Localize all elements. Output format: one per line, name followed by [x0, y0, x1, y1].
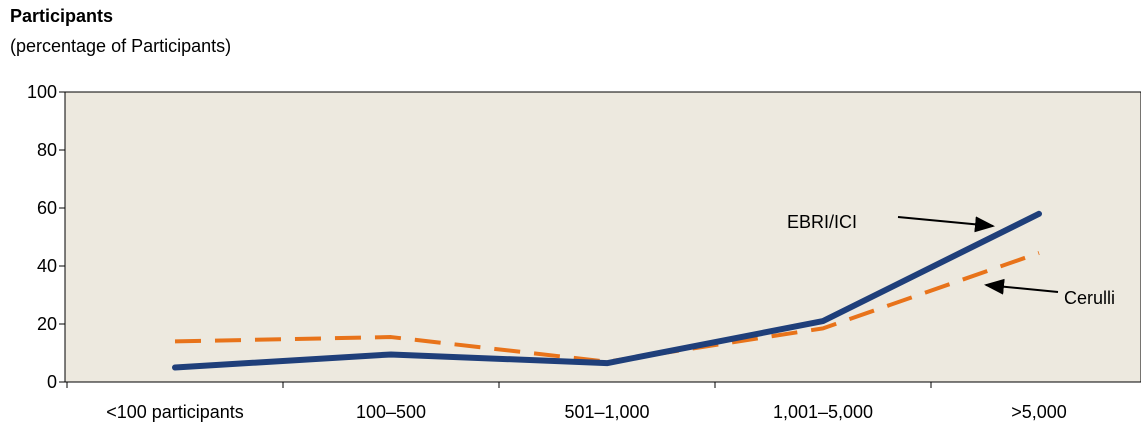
x-tick-label: 501–1,000 — [564, 402, 649, 422]
annotation-cerulli: Cerulli — [1064, 288, 1115, 308]
x-tick-label: 100–500 — [356, 402, 426, 422]
annotation-ebri-ici: EBRI/ICI — [787, 212, 857, 232]
x-tick-label: <100 participants — [106, 402, 244, 422]
x-tick-label: >5,000 — [1011, 402, 1067, 422]
y-tick-label: 60 — [37, 198, 57, 218]
y-tick-label: 20 — [37, 314, 57, 334]
y-tick-label: 40 — [37, 256, 57, 276]
arrow-cerulli — [984, 278, 1059, 295]
chart-title: Participants — [10, 6, 114, 26]
arrow-ebri-ici — [897, 216, 995, 233]
x-tick-label: 1,001–5,000 — [773, 402, 873, 422]
y-tick-label: 0 — [47, 372, 57, 392]
y-tick-label: 80 — [37, 140, 57, 160]
y-tick-label: 100 — [27, 82, 57, 102]
chart-subtitle: (percentage of Participants) — [10, 36, 232, 56]
series-line-cerulli — [174, 251, 1040, 364]
plot-area — [64, 91, 1141, 383]
